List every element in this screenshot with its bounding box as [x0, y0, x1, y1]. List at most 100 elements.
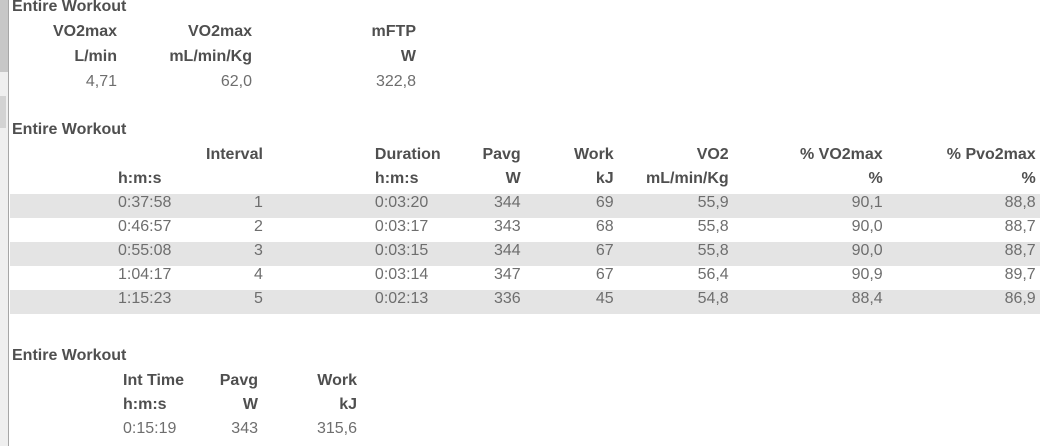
column-header: % VO2max	[799, 146, 883, 163]
cell-pct-vo2max: 90,9	[851, 266, 883, 283]
cell-interval-number: 1	[206, 194, 263, 218]
cell-start-time: 0:37:58	[118, 194, 206, 218]
cell-vo2: 55,8	[613, 242, 729, 266]
spacer-cell	[10, 242, 118, 266]
cell-start-time: 0:46:57	[118, 218, 172, 235]
section-title: Entire Workout	[12, 0, 127, 15]
spacer-cell	[10, 266, 118, 290]
interval-row: 1:15:23 5 0:02:13 336 45 54,8 88,4 86,9	[10, 290, 1040, 314]
summary-table: VO2max VO2max mFTP L/min mL/min/Kg W 4,7…	[10, 23, 416, 98]
cell-work: 45	[520, 290, 614, 314]
cell-work: 67	[595, 266, 614, 283]
column-header: Duration	[374, 146, 441, 163]
column-header	[118, 146, 206, 170]
column-unit: %	[1021, 170, 1036, 187]
totals-units-row: h:m:s W kJ	[10, 396, 357, 420]
column-unit: mL/min/Kg	[169, 48, 252, 65]
column-header: VO2	[696, 146, 729, 163]
vo2max-mlminkg-value: 62,0	[220, 73, 252, 90]
cell-pavg: 347	[494, 266, 521, 283]
interval-row: 0:55:08 3 0:03:15 344 67 55,8 90,0 88,7	[10, 242, 1040, 266]
cell-pavg: 336	[440, 290, 521, 314]
column-unit: L/min	[74, 48, 117, 65]
column-unit: h:m:s	[123, 396, 167, 413]
summary-units-row: L/min mL/min/Kg W	[10, 48, 416, 73]
summary-values-row: 4,71 62,0 322,8	[10, 73, 416, 98]
cell-interval-number: 5	[206, 290, 263, 314]
mftp-value: 322,8	[375, 73, 416, 90]
column-header: % Pvo2max	[946, 146, 1036, 163]
cell-duration: 0:03:20	[262, 194, 441, 218]
cell-vo2: 54,8	[613, 290, 729, 314]
spacer-cell	[10, 146, 118, 170]
cell-interval-number: 2	[254, 218, 263, 235]
cell-pct-pvo2max: 89,7	[1004, 266, 1036, 283]
spacer-cell	[10, 170, 118, 194]
cell-pct-pvo2max: 86,9	[882, 290, 1040, 314]
cell-vo2: 55,9	[613, 194, 729, 218]
cell-start-time: 0:55:08	[118, 242, 206, 266]
column-header: VO2max	[187, 23, 252, 40]
totals-table: Int Time Pavg Work h:m:s W kJ 0:15:19 34…	[10, 372, 357, 444]
cell-pct-pvo2max: 88,7	[882, 242, 1040, 266]
cell-pct-vo2max: 90,1	[728, 194, 883, 218]
cell-duration: 0:02:13	[262, 290, 441, 314]
totals-values-row: 0:15:19 343 315,6	[10, 420, 357, 444]
int-time-value: 0:15:19	[123, 420, 177, 437]
scrollbar-thumb-segment[interactable]	[0, 96, 6, 128]
cell-interval-number: 3	[206, 242, 263, 266]
column-unit: W	[505, 170, 521, 187]
cell-pavg: 344	[440, 242, 521, 266]
intervals-header-row: Interval Duration Pavg Work VO2 % VO2max…	[10, 146, 1040, 170]
cell-pct-vo2max: 90,0	[728, 242, 883, 266]
column-unit: kJ	[339, 396, 357, 413]
section-title: Entire Workout	[12, 121, 127, 138]
cell-work: 67	[520, 242, 614, 266]
summary-section: Entire Workout VO2max VO2max mFTP L/min …	[10, 0, 416, 98]
spacer-cell	[10, 218, 118, 242]
column-header: Pavg	[219, 372, 258, 389]
interval-row: 0:46:57 2 0:03:17 343 68 55,8 90,0 88,7	[10, 218, 1040, 242]
intervals-table: Interval Duration Pavg Work VO2 % VO2max…	[10, 146, 1040, 314]
column-unit: kJ	[595, 170, 614, 187]
column-unit	[206, 170, 263, 194]
cell-pct-vo2max: 90,0	[851, 218, 883, 235]
column-header: Interval	[206, 146, 263, 163]
column-unit: h:m:s	[118, 170, 162, 187]
totals-header-row: Int Time Pavg Work	[10, 372, 357, 396]
column-header: VO2max	[52, 23, 117, 40]
interval-row: 0:37:58 1 0:03:20 344 69 55,9 90,1 88,8	[10, 194, 1040, 218]
cell-duration: 0:03:14	[374, 266, 429, 283]
scrollbar-track[interactable]	[0, 0, 8, 446]
spacer-cell	[10, 290, 118, 314]
column-header: Work	[317, 372, 357, 389]
cell-start-time: 1:04:17	[118, 266, 172, 283]
cell-duration: 0:03:17	[374, 218, 429, 235]
vo2max-lmin-value: 4,71	[85, 73, 117, 90]
column-header: Work	[573, 146, 614, 163]
column-unit: %	[868, 170, 883, 187]
column-header: mFTP	[371, 23, 416, 40]
cell-pavg: 343	[494, 218, 521, 235]
cell-start-time: 1:15:23	[118, 290, 206, 314]
cell-interval-number: 4	[254, 266, 263, 283]
cell-vo2: 56,4	[697, 266, 729, 283]
column-unit: mL/min/Kg	[646, 170, 729, 187]
cell-duration: 0:03:15	[262, 242, 441, 266]
cell-vo2: 55,8	[697, 218, 729, 235]
pavg-total-value: 343	[231, 420, 258, 437]
work-total-value: 315,6	[316, 420, 357, 437]
scrollbar-thumb[interactable]	[0, 0, 8, 72]
summary-header-row: VO2max VO2max mFTP	[10, 23, 416, 48]
column-header: Pavg	[482, 146, 521, 163]
section-title: Entire Workout	[12, 347, 127, 364]
cell-pct-vo2max: 88,4	[728, 290, 883, 314]
cell-pct-pvo2max: 88,8	[882, 194, 1040, 218]
panel-left-border	[8, 0, 9, 446]
cell-pavg: 344	[440, 194, 521, 218]
totals-section: Entire Workout Int Time Pavg Work h:m:s …	[10, 348, 357, 444]
column-header: Int Time	[123, 372, 185, 389]
cell-pct-pvo2max: 88,7	[1004, 218, 1036, 235]
interval-row: 1:04:17 4 0:03:14 347 67 56,4 90,9 89,7	[10, 266, 1040, 290]
